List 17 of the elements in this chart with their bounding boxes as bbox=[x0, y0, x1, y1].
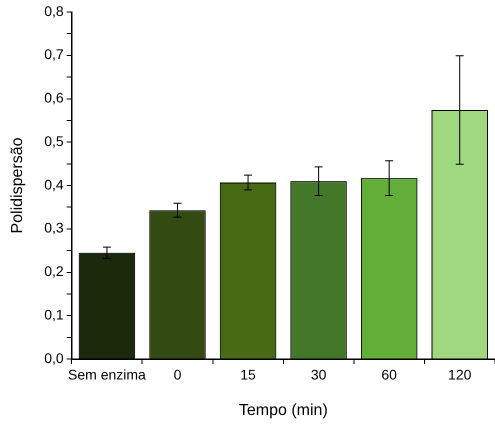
x-tick-label: Sem enzima bbox=[68, 366, 146, 382]
y-tick-label: 0,3 bbox=[44, 220, 64, 236]
x-tick-label: 15 bbox=[240, 366, 256, 382]
x-tick-label: 0 bbox=[174, 366, 182, 382]
y-tick-label: 0,0 bbox=[44, 350, 64, 366]
x-tick-label: 60 bbox=[381, 366, 398, 382]
y-tick-label: 0,8 bbox=[44, 2, 64, 19]
y-tick-label: 0,1 bbox=[44, 306, 64, 322]
y-tick-label: 0,4 bbox=[44, 176, 64, 192]
x-tick-label: 30 bbox=[310, 366, 327, 382]
y-tick-label: 0,5 bbox=[44, 132, 64, 149]
y-tick-label: 0,2 bbox=[44, 263, 64, 280]
y-axis-title: Polidispersão bbox=[9, 137, 26, 234]
y-tick-label: 0,7 bbox=[44, 46, 64, 62]
x-tick-label: 120 bbox=[448, 366, 472, 382]
y-tick-label: 0,6 bbox=[44, 90, 64, 106]
x-axis-title: Tempo (min) bbox=[238, 402, 328, 419]
